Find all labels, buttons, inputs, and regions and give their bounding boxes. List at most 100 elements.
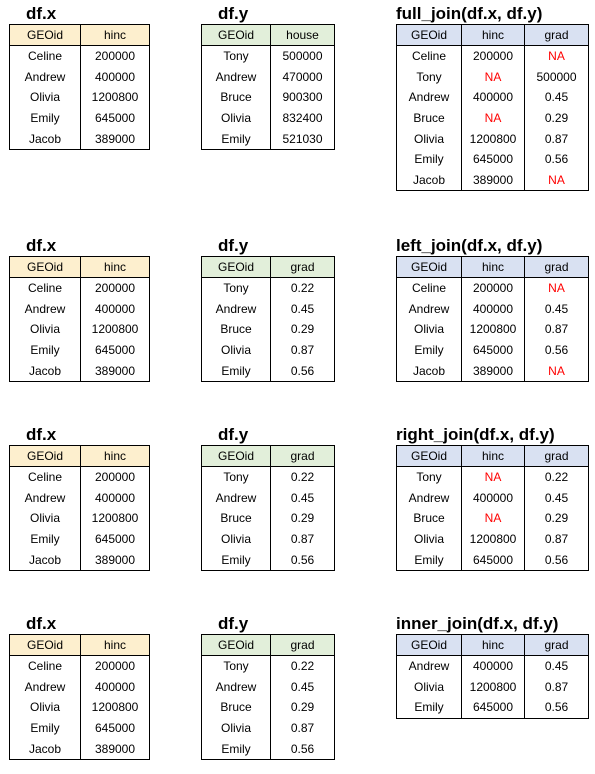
df-y-table: GEOid grad Tony 0.22 Andrew 0.45 Bruce 0.29 Oliv… — [201, 256, 335, 382]
column-header: GEOid — [9, 634, 81, 656]
table-cell: 400000 — [461, 298, 525, 319]
left-join-table: GEOid hinc grad Celine 200000 NA Andrew 400000 0… — [396, 256, 589, 382]
table-row: Emily 645000 — [9, 339, 150, 361]
table-cell: 200000 — [461, 277, 525, 299]
table-row: Bruce 900300 — [201, 86, 335, 108]
right-join-table-block: right_join(df.x, df.y) GEOid hinc grad Tony N… — [396, 425, 589, 571]
table-cell: 645000 — [80, 339, 150, 361]
df-y-table: GEOid house Tony 500000 Andrew 470000 Bruce 900… — [201, 24, 335, 150]
missing-value-cell: NA — [524, 277, 589, 299]
table-cell: 200000 — [80, 277, 150, 299]
table-cell: Olivia — [9, 86, 81, 108]
missing-value-cell: NA — [461, 507, 525, 529]
table-cell: Andrew — [201, 66, 271, 87]
table-cell: 0.87 — [524, 318, 589, 340]
column-header: hinc — [80, 24, 150, 46]
table-row: Olivia 1200800 — [9, 696, 150, 718]
table-cell: Jacob — [9, 128, 81, 150]
full-join-table: GEOid hinc grad Celine 200000 NA Tony NA 500000 A… — [396, 24, 589, 192]
df-y-table-block: df.y GEOid grad Tony 0.22 Andrew 0.45 Bruce 0.29… — [201, 614, 335, 760]
df-y-table-block: df.y GEOid house Tony 500000 Andrew 470000 Bruc… — [201, 4, 335, 150]
table-cell: 0.45 — [524, 655, 589, 677]
table-cell: Tony — [201, 277, 271, 299]
table-cell: Celine — [396, 277, 462, 299]
table-cell: 389000 — [80, 549, 150, 571]
table-cell: Emily — [396, 148, 462, 170]
table-cell: Andrew — [9, 298, 81, 319]
table-row: Olivia 1200800 — [9, 86, 150, 108]
table-cell: Bruce — [201, 318, 271, 340]
table-cell: Andrew — [396, 86, 462, 108]
table-row: Olivia 0.87 — [201, 528, 335, 550]
table-cell: 0.29 — [524, 107, 589, 129]
table-row: Olivia 832400 — [201, 107, 335, 129]
column-header: hinc — [461, 256, 525, 278]
table-cell: 400000 — [461, 86, 525, 108]
table-cell: 1200800 — [461, 676, 525, 697]
left-join-table-block: left_join(df.x, df.y) GEOid hinc grad Celine… — [396, 236, 589, 382]
inner-join-table-block: inner_join(df.x, df.y) GEOid hinc grad Andre… — [396, 614, 589, 719]
table-cell: Olivia — [396, 676, 462, 697]
table-cell: Olivia — [201, 528, 271, 550]
table-row: Celine 200000 NA — [396, 45, 589, 67]
table-cell: Celine — [9, 655, 81, 677]
table-row: Emily 645000 — [9, 107, 150, 129]
table-cell: 1200800 — [80, 507, 150, 529]
table-cell: 0.45 — [524, 298, 589, 319]
table-cell: 645000 — [80, 528, 150, 550]
column-header: GEOid — [396, 445, 462, 467]
table-cell: 400000 — [461, 655, 525, 677]
table-row: Andrew 0.45 — [201, 487, 335, 508]
table-cell: Emily — [201, 738, 271, 760]
table-cell: Andrew — [396, 487, 462, 508]
table-cell: Bruce — [201, 696, 271, 718]
df-x-table-block: df.x GEOid hinc Celine 200000 Andrew 400000 Oli… — [9, 614, 150, 760]
table-row: Tony 0.22 — [201, 466, 335, 488]
table-row: Andrew 470000 — [201, 66, 335, 87]
column-header: grad — [524, 445, 589, 467]
column-header: GEOid — [201, 24, 271, 46]
column-header: GEOid — [201, 256, 271, 278]
full-join-title: full_join(df.x, df.y) — [396, 4, 543, 23]
column-header: grad — [524, 24, 589, 46]
column-header: GEOid — [396, 634, 462, 656]
table-cell: Andrew — [201, 487, 271, 508]
column-header: GEOid — [9, 256, 81, 278]
column-header: grad — [524, 256, 589, 278]
table-row: Olivia 1200800 0.87 — [396, 128, 589, 149]
table-row: Olivia 1200800 0.87 — [396, 318, 589, 340]
table-cell: Tony — [396, 466, 462, 488]
table-cell: 500000 — [524, 66, 589, 87]
table-cell: 645000 — [461, 696, 525, 719]
df-x-title: df.x — [26, 4, 57, 23]
table-cell: Tony — [201, 45, 271, 67]
table-cell: 200000 — [80, 466, 150, 488]
table-row: Tony 500000 — [201, 45, 335, 67]
table-cell: Olivia — [396, 528, 462, 550]
table-cell: 645000 — [80, 107, 150, 129]
table-cell: Andrew — [396, 655, 462, 677]
table-cell: 389000 — [461, 360, 525, 382]
table-row: Andrew 400000 — [9, 298, 150, 319]
table-cell: 389000 — [461, 169, 525, 191]
column-header: hinc — [80, 634, 150, 656]
table-cell: 0.56 — [270, 738, 335, 760]
df-y-table: GEOid grad Tony 0.22 Andrew 0.45 Bruce 0.29 Oliv… — [201, 634, 335, 760]
table-cell: Emily — [9, 528, 81, 550]
table-cell: 1200800 — [80, 86, 150, 108]
table-cell: 900300 — [270, 86, 335, 108]
table-cell: 1200800 — [461, 128, 525, 149]
table-cell: 0.56 — [524, 339, 589, 361]
table-row: Andrew 400000 — [9, 66, 150, 87]
table-cell: 645000 — [461, 148, 525, 170]
table-cell: Olivia — [9, 507, 81, 529]
table-cell: 0.22 — [524, 466, 589, 488]
table-cell: 400000 — [461, 487, 525, 508]
df-x-title: df.x — [26, 425, 57, 444]
table-cell: 0.56 — [524, 148, 589, 170]
table-cell: 0.87 — [524, 676, 589, 697]
table-row: Jacob 389000 — [9, 360, 150, 382]
missing-value-cell: NA — [461, 66, 525, 87]
table-cell: 1200800 — [80, 696, 150, 718]
table-cell: 200000 — [80, 45, 150, 67]
